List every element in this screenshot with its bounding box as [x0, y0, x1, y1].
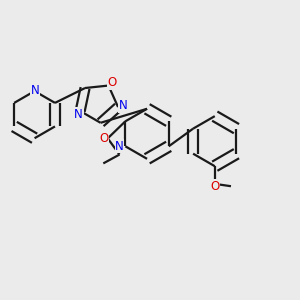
Text: N: N: [74, 108, 83, 121]
Text: N: N: [31, 84, 40, 97]
Text: N: N: [115, 140, 124, 153]
Text: N: N: [119, 99, 128, 112]
Text: O: O: [107, 76, 117, 89]
Text: O: O: [99, 133, 109, 146]
Text: O: O: [210, 180, 219, 193]
